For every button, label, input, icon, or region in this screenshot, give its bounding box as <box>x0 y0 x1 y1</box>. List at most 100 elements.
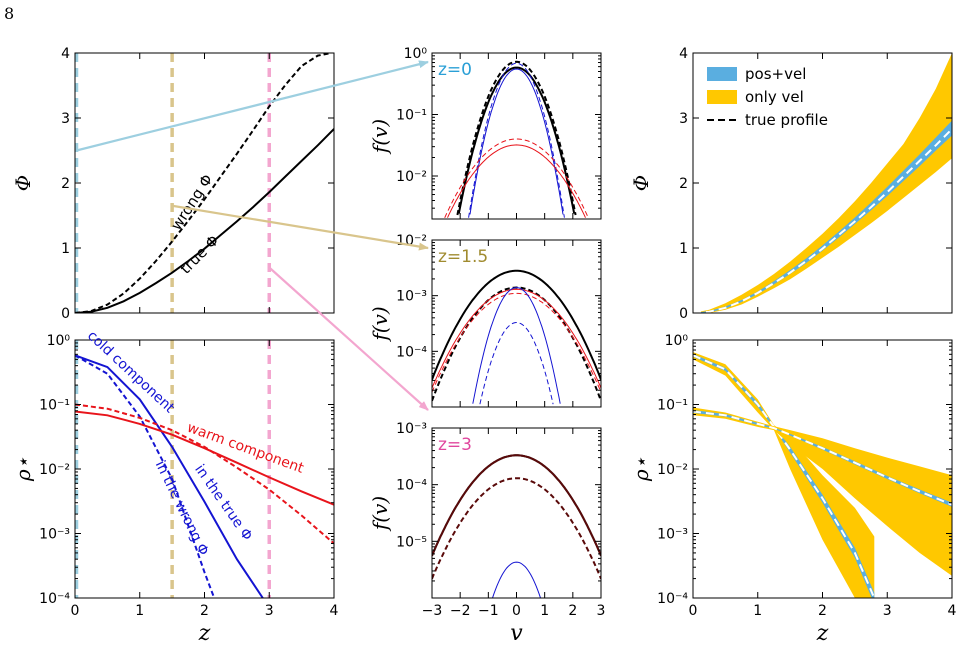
x-tick-label: 2 <box>818 603 827 619</box>
plot-area <box>432 454 601 598</box>
y-tick-label: 10⁻² <box>657 462 688 478</box>
y-tick-label: 10⁰ <box>665 333 689 349</box>
x-tick-label: −2 <box>450 603 471 619</box>
y-tick-label: 10⁻⁴ <box>39 591 70 607</box>
blue-solid-curve <box>469 68 564 215</box>
x-tick-label: 2 <box>200 603 209 619</box>
legend-swatch-only-vel <box>707 90 737 104</box>
y-tick-label: 10⁰ <box>404 46 428 62</box>
blue-solid-curve <box>492 561 541 598</box>
y-tick-label: 10⁻⁴ <box>396 478 427 494</box>
y-tick-label: 4 <box>679 46 688 62</box>
plot-area <box>693 53 952 313</box>
true-profile-curve <box>693 410 952 506</box>
y-tick-label: 10⁻³ <box>657 527 688 543</box>
blue-dashed-curve <box>468 62 565 218</box>
x-tick-label: −3 <box>422 603 443 619</box>
x-tick-label: 3 <box>883 603 892 619</box>
y-axis-label: ρ⋆ <box>629 457 653 482</box>
x-tick-label: 4 <box>948 603 957 619</box>
x-tick-label: −1 <box>478 603 499 619</box>
y-tick-label: 4 <box>61 46 70 62</box>
legend-entry: pos+vel <box>745 65 806 83</box>
red-solid-curve <box>432 288 601 389</box>
x-tick-label: 4 <box>330 603 339 619</box>
y-tick-label: 10⁻⁴ <box>396 344 427 360</box>
legend-entry: true profile <box>745 111 828 129</box>
arrow-to-f_z0 <box>76 60 429 152</box>
panel-f_z1-5: 10⁻²10⁻³10⁻⁴f(v)z=1.5 <box>368 233 602 408</box>
true-profile-curve <box>693 128 952 313</box>
y-tick-label: 10⁰ <box>47 333 71 349</box>
y-axis-label: f(v) <box>368 119 392 155</box>
y-axis-label: Φ <box>11 175 35 191</box>
panel-z-label: z=1.5 <box>438 247 488 267</box>
red-dashed-curve <box>444 138 589 219</box>
y-tick-label: 3 <box>679 111 688 127</box>
legend-swatch-pos-vel <box>707 67 737 81</box>
y-tick-label: 2 <box>679 176 688 192</box>
y-tick-label: 10⁻³ <box>396 289 427 305</box>
curve-annotation: wrong Φ <box>167 171 216 234</box>
y-tick-label: 10⁻¹ <box>39 398 70 414</box>
y-tick-label: 0 <box>61 306 70 322</box>
plot-area <box>432 269 601 405</box>
curve-annotation: true Φ <box>176 231 222 277</box>
only-vel-band <box>693 352 875 598</box>
dark-red-solid-curve <box>432 454 601 557</box>
y-tick-label: 10⁻¹ <box>396 108 427 124</box>
panel-f_z0: 10⁰ 10⁻¹ 10⁻²f(v) z=0 <box>368 46 602 220</box>
black-dashed-curve <box>456 60 577 216</box>
x-tick-label: 1 <box>135 603 144 619</box>
blue-dashed-curve <box>75 354 216 598</box>
y-tick-label: 1 <box>679 241 688 257</box>
y-tick-label: 0 <box>679 306 688 322</box>
y-tick-label: 1 <box>61 241 70 257</box>
y-tick-label: 10⁻² <box>396 169 427 185</box>
panel-f_z3: 10⁻³ 10⁻⁴ 10⁻⁵ −3 −2 −1 0 1 2 3 f(v) v z=3 <box>368 421 605 646</box>
x-tick-label: 0 <box>689 603 698 619</box>
arrow-to-f_z1-5 <box>171 204 429 251</box>
x-tick-label: 2 <box>568 603 577 619</box>
y-tick-label: 2 <box>61 176 70 192</box>
red-dashed-curve <box>75 403 334 545</box>
x-tick-label: 0 <box>512 603 521 619</box>
red-solid-curve <box>447 144 586 218</box>
black-solid-curve <box>432 269 601 380</box>
plot-area <box>693 352 952 598</box>
x-axis-label: z <box>198 621 211 646</box>
y-tick-label: 10⁻¹ <box>657 398 688 414</box>
only-vel-band <box>693 407 952 576</box>
true-profile-curve <box>693 354 876 598</box>
y-tick-label: 10⁻⁵ <box>396 534 427 550</box>
blue-dashed-curve <box>479 321 554 405</box>
y-tick-label: 3 <box>61 111 70 127</box>
y-axis-label: f(v) <box>368 306 392 342</box>
panel-z-label: z=3 <box>438 435 472 455</box>
x-tick-label: 0 <box>71 603 80 619</box>
plot-area <box>75 53 334 313</box>
black-dashed-curve <box>432 286 601 402</box>
black-solid-curve <box>75 128 334 313</box>
plot-area <box>444 60 589 219</box>
legend-entry: only vel <box>745 88 804 106</box>
blue-solid-curve <box>75 354 264 598</box>
y-axis-label: f(v) <box>368 496 392 532</box>
y-axis-label: Φ <box>629 175 653 191</box>
x-axis-label: v <box>510 621 523 646</box>
blue-solid-curve <box>472 286 561 404</box>
red-solid-curve <box>75 410 334 506</box>
y-axis-label: ρ⋆ <box>11 457 35 482</box>
page-number: 8 <box>4 4 15 23</box>
x-tick-label: 1 <box>540 603 549 619</box>
x-axis-label: z <box>816 621 829 646</box>
black-dashed-curve <box>75 53 332 313</box>
dark-red-dashed-curve <box>432 477 601 580</box>
y-tick-label: 10⁻² <box>39 462 70 478</box>
y-tick-label: 10⁻³ <box>396 421 427 437</box>
arrow-to-f_z3 <box>268 266 429 411</box>
